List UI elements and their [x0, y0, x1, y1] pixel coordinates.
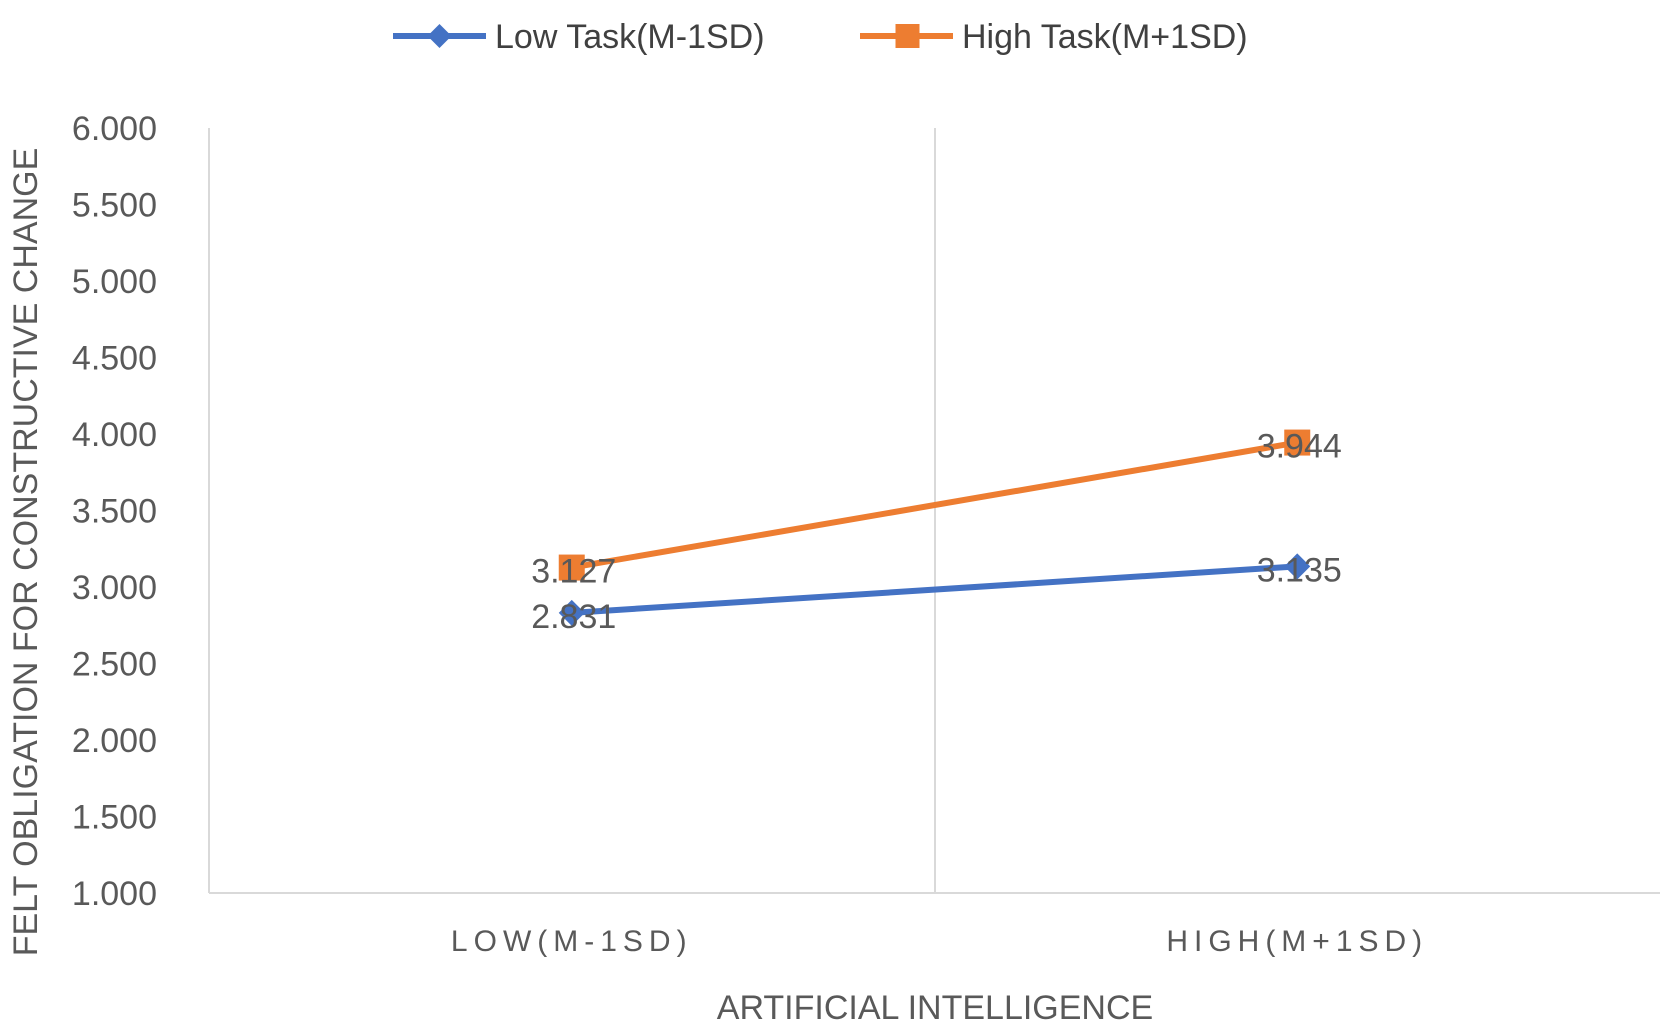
- y-tick-label: 6.000: [72, 110, 157, 148]
- y-tick-label: 2.000: [72, 722, 157, 760]
- y-tick-label: 5.500: [72, 187, 157, 225]
- y-tick-labels: 1.000 1.500 2.000 2.500 3.000 3.500 4.000 4.500…: [72, 110, 157, 913]
- y-tick-label: 4.500: [72, 340, 157, 378]
- series-line: [571, 439, 1298, 571]
- x-category-label: HIGH(M+1SD): [1166, 925, 1428, 958]
- data-label: 3.944: [1257, 428, 1342, 466]
- x-category-label: LOW(M-1SD): [451, 925, 693, 958]
- x-category-labels: LOW(M-1SD) HIGH(M+1SD): [451, 925, 1428, 958]
- data-label: 3.127: [531, 553, 616, 591]
- y-tick-label: 4.000: [72, 416, 157, 454]
- data-point: [1284, 429, 1311, 456]
- x-axis-title: ARTIFICIAL INTELLIGENCE: [717, 989, 1153, 1027]
- y-tick-label: 3.500: [72, 493, 157, 531]
- data-point: [558, 554, 585, 581]
- data-label: 2.831: [531, 598, 616, 636]
- series-line: [571, 563, 1298, 616]
- y-axis-title: FELT OBLIGATION FOR CONSTRUCTIVE CHANGE: [7, 148, 45, 957]
- series-lines: [558, 429, 1311, 626]
- axes: [208, 128, 1660, 894]
- y-tick-label: 5.000: [72, 263, 157, 301]
- legend-label-low-task: Low Task(M-1SD): [495, 18, 765, 56]
- y-tick-label: 1.500: [72, 799, 157, 837]
- legend-marker-low-task: [427, 24, 452, 48]
- data-point: [558, 599, 585, 626]
- y-tick-label: 1.000: [72, 875, 157, 913]
- data-point: [1284, 553, 1311, 580]
- y-tick-label: 3.000: [72, 569, 157, 607]
- legend: Low Task(M-1SD) High Task(M+1SD): [393, 18, 1248, 56]
- y-tick-label: 2.500: [72, 646, 157, 684]
- data-labels: 2.831 3.135 3.127 3.944: [531, 428, 1342, 636]
- legend-marker-high-task: [895, 24, 920, 48]
- legend-label-high-task: High Task(M+1SD): [962, 18, 1248, 56]
- data-label: 3.135: [1257, 551, 1342, 589]
